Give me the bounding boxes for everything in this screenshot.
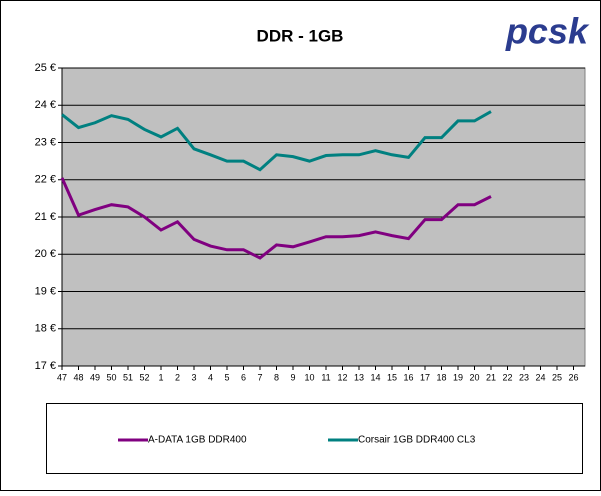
logo: pcsk xyxy=(505,11,590,52)
legend-label: Corsair 1GB DDR400 CL3 xyxy=(358,435,476,446)
x-tick-label: 14 xyxy=(370,372,380,382)
x-tick-label: 48 xyxy=(73,372,83,382)
x-tick-label: 47 xyxy=(57,372,67,382)
x-tick-label: 12 xyxy=(337,372,347,382)
legend-label: A-DATA 1GB DDR400 xyxy=(148,435,247,446)
y-tick-label: 24 € xyxy=(35,99,56,111)
x-tick-label: 6 xyxy=(241,372,246,382)
y-tick-label: 17 € xyxy=(35,360,56,372)
series-line xyxy=(61,110,492,172)
y-tick-label: 22 € xyxy=(35,174,56,186)
y-tick-label: 19 € xyxy=(35,285,56,297)
x-tick-label: 1 xyxy=(158,372,163,382)
series-line xyxy=(60,177,492,260)
y-tick-label: 18 € xyxy=(35,323,56,335)
x-tick-label: 24 xyxy=(535,372,545,382)
y-tick-label: 25 € xyxy=(35,62,56,74)
x-tick-label: 23 xyxy=(519,372,529,382)
x-tick-label: 19 xyxy=(453,372,463,382)
x-tick-label: 52 xyxy=(139,372,149,382)
x-tick-label: 15 xyxy=(387,372,397,382)
x-tick-label: 22 xyxy=(502,372,512,382)
x-tick-label: 25 xyxy=(552,372,562,382)
x-tick-label: 18 xyxy=(436,372,446,382)
x-tick-label: 2 xyxy=(175,372,180,382)
x-tick-label: 21 xyxy=(486,372,496,382)
x-tick-label: 51 xyxy=(123,372,133,382)
x-tick-label: 20 xyxy=(469,372,479,382)
chart-title: DDR - 1GB xyxy=(257,26,344,45)
x-tick-label: 8 xyxy=(274,372,279,382)
x-tick-label: 5 xyxy=(224,372,229,382)
x-tick-label: 13 xyxy=(354,372,364,382)
x-tick-label: 50 xyxy=(106,372,116,382)
y-tick-label: 23 € xyxy=(35,136,56,148)
x-tick-label: 9 xyxy=(290,372,295,382)
x-tick-label: 4 xyxy=(208,372,213,382)
x-tick-label: 7 xyxy=(257,372,262,382)
x-tick-label: 26 xyxy=(568,372,578,382)
y-tick-label: 20 € xyxy=(35,248,56,260)
x-tick-label: 11 xyxy=(321,372,330,382)
x-tick-label: 16 xyxy=(403,372,413,382)
x-tick-label: 10 xyxy=(304,372,314,382)
y-tick-label: 21 € xyxy=(35,211,56,223)
x-tick-label: 49 xyxy=(90,372,100,382)
x-tick-label: 3 xyxy=(191,372,196,382)
x-tick-label: 17 xyxy=(420,372,430,382)
